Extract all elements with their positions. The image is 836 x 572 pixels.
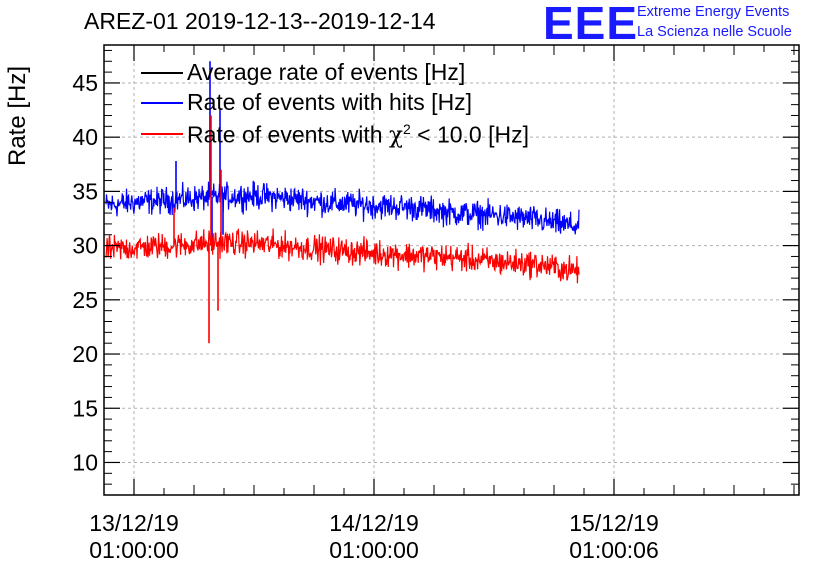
axis-tick-labels: 101520253035404513/12/1901:00:0014/12/19… [72,70,658,563]
chi-superscript: 2 [402,121,411,137]
y-axis-label: Rate [Hz] [4,65,31,166]
legend-label-average: Average rate of events [Hz] [187,59,466,85]
series-line-hits [105,180,580,235]
logo-line-1: Extreme Energy Events [637,4,790,20]
legend-label-hits: Rate of events with hits [Hz] [187,89,473,115]
y-tick-label: 25 [72,287,98,313]
y-tick-label: 30 [72,233,98,259]
eee-logo: EEE [543,0,639,49]
y-tick-label: 40 [72,124,98,150]
chart-title: AREZ-01 2019-12-13--2019-12-14 [84,8,436,34]
legend [141,72,183,135]
y-tick-label: 15 [72,395,98,421]
chi-symbol: χ [389,122,403,149]
x-tick-label-time: 01:00:00 [89,537,179,563]
plot-frame [103,44,800,496]
series-layer [105,61,580,344]
x-tick-label-date: 15/12/19 [569,510,659,536]
legend-label-chi2: Rate of events with χ2 < 10.0 [Hz] [187,121,529,149]
series-line-chi2 [105,228,580,284]
legend-label-chi2-suffix: < 10.0 [Hz] [410,121,529,148]
x-tick-label-date: 14/12/19 [329,510,419,536]
legend-label-chi2-prefix: Rate of events with [187,121,389,148]
axis-ticks [103,45,799,496]
y-tick-label: 35 [72,178,98,204]
x-tick-label-date: 13/12/19 [89,510,179,536]
y-tick-label: 20 [72,341,98,367]
y-tick-label: 45 [72,70,98,96]
x-tick-label-time: 01:00:00 [329,537,419,563]
logo-line-2: La Scienza nelle Scuole [637,24,792,40]
y-tick-label: 10 [72,449,98,475]
x-tick-label-time: 01:00:06 [569,537,659,563]
